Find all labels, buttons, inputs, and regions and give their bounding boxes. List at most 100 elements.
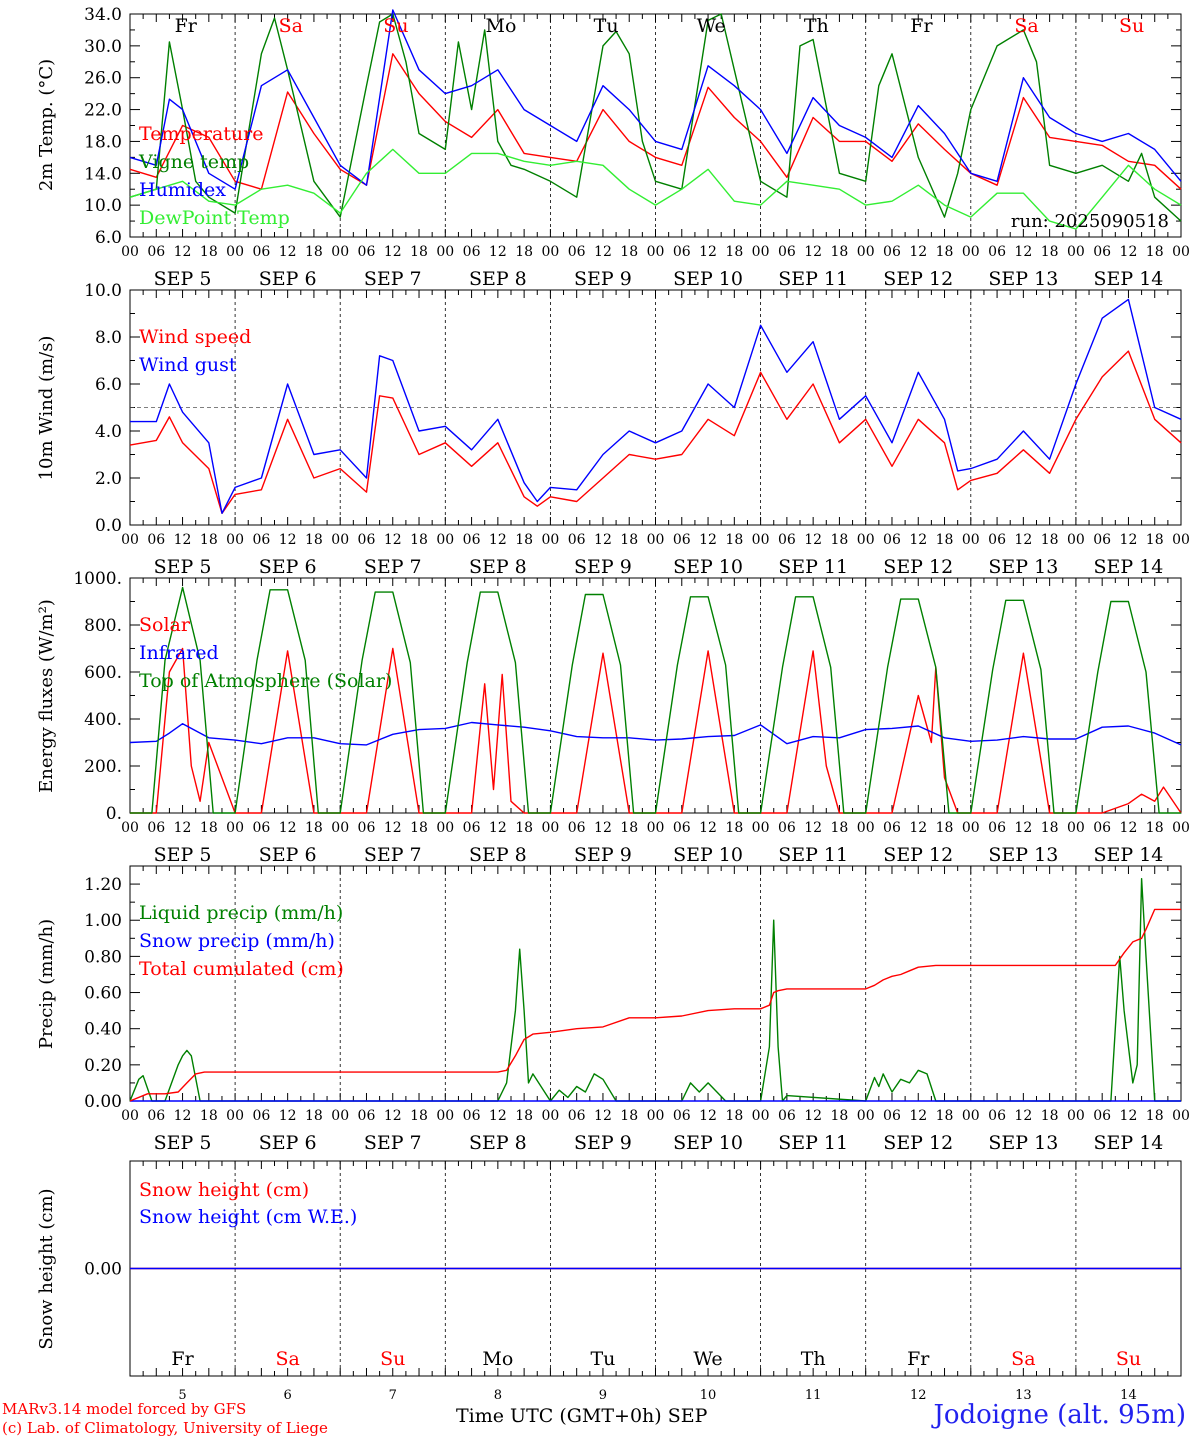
date-label: SEP 5 — [154, 1132, 212, 1154]
hour-label: 00 — [752, 1108, 770, 1124]
date-label: SEP 14 — [1094, 556, 1164, 578]
hour-label: 00 — [1172, 532, 1190, 548]
y-tick-label: 1.20 — [84, 875, 122, 895]
y-tick-label: 1.00 — [84, 911, 122, 931]
hour-label: 00 — [541, 820, 559, 836]
date-label: SEP 14 — [1094, 844, 1164, 866]
hour-label: 18 — [620, 820, 638, 836]
hour-label: 12 — [174, 1108, 192, 1124]
hour-label: 06 — [883, 820, 901, 836]
date-label: SEP 8 — [469, 1132, 527, 1154]
hour-label: 12 — [1014, 1108, 1032, 1124]
y-axis-label: Energy fluxes (W/m²) — [36, 599, 57, 793]
hour-label: 12 — [1014, 244, 1032, 260]
hour-label: 18 — [1041, 820, 1059, 836]
hour-label: 12 — [699, 244, 717, 260]
y-tick-label: 18.0 — [84, 132, 122, 152]
date-label: SEP 6 — [259, 556, 317, 578]
day-name: Fr — [907, 1348, 930, 1370]
date-label: SEP 6 — [259, 268, 317, 290]
hour-label: 18 — [936, 244, 954, 260]
date-label: SEP 7 — [364, 268, 422, 290]
day-name: Sa — [279, 15, 303, 37]
hour-label: 18 — [831, 532, 849, 548]
hour-label: 06 — [463, 820, 481, 836]
hour-label: 12 — [384, 244, 402, 260]
date-label: SEP 5 — [154, 556, 212, 578]
hour-label: 00 — [752, 532, 770, 548]
y-tick-label: 6.0 — [95, 375, 122, 395]
date-label: SEP 10 — [673, 1132, 743, 1154]
hour-label: 12 — [279, 1108, 297, 1124]
hour-label: 06 — [673, 820, 691, 836]
date-label: SEP 10 — [673, 844, 743, 866]
hour-label: 00 — [541, 532, 559, 548]
x-axis-month: SEP — [667, 1405, 708, 1427]
hour-label: 18 — [1146, 820, 1164, 836]
model-credit: MARv3.14 model forced by GFS — [2, 1400, 247, 1418]
y-tick-label: 4.0 — [95, 422, 122, 442]
hour-label: 06 — [988, 244, 1006, 260]
hour-label: 12 — [384, 532, 402, 548]
date-label: SEP 9 — [574, 268, 632, 290]
hour-label: 06 — [252, 1108, 270, 1124]
lab-credit: (c) Lab. of Climatology, University of L… — [2, 1419, 328, 1437]
hour-label: 00 — [436, 244, 454, 260]
date-label: SEP 14 — [1094, 1132, 1164, 1154]
hour-label: 06 — [568, 244, 586, 260]
hour-label: 18 — [200, 820, 218, 836]
hour-label: 06 — [252, 532, 270, 548]
run-label: run: 2025090518 — [1011, 211, 1169, 232]
date-label: SEP 11 — [778, 556, 848, 578]
hour-label: 12 — [1120, 820, 1138, 836]
hour-label: 18 — [1041, 244, 1059, 260]
day-name: Su — [1116, 1348, 1141, 1370]
legend-entry: Total cumulated (cm) — [139, 958, 344, 980]
hour-label: 18 — [1146, 532, 1164, 548]
hour-label: 06 — [988, 820, 1006, 836]
hour-label: 00 — [1067, 532, 1085, 548]
hour-label: 12 — [1120, 1108, 1138, 1124]
series-line — [129, 53, 1182, 190]
hour-label: 06 — [778, 532, 796, 548]
hour-label: 00 — [752, 244, 770, 260]
day-name: Th — [801, 1348, 826, 1370]
day-name: Mo — [486, 15, 517, 37]
hour-label: 06 — [568, 1108, 586, 1124]
date-label: SEP 9 — [574, 556, 632, 578]
legend-entry: Humidex — [139, 179, 226, 201]
date-number: 10 — [700, 1388, 717, 1403]
date-label: SEP 5 — [154, 844, 212, 866]
hour-label: 00 — [541, 244, 559, 260]
station-label: Jodoigne (alt. 95m) — [933, 1400, 1186, 1430]
y-tick-label: 200. — [84, 757, 122, 777]
legend-entry: Temperature — [139, 123, 263, 145]
date-label: SEP 7 — [364, 1132, 422, 1154]
day-name: Mo — [482, 1348, 513, 1370]
hour-label: 18 — [410, 244, 428, 260]
day-name: Sa — [1011, 1348, 1035, 1370]
y-tick-label: 6.0 — [95, 228, 122, 248]
y-axis-label: Precip (mm/h) — [36, 919, 57, 1049]
day-name: Su — [1119, 15, 1144, 37]
day-name: Sa — [1014, 15, 1038, 37]
hour-label: 06 — [252, 820, 270, 836]
legend-entry: DewPoint Temp — [139, 207, 290, 229]
legend-entry: Top of Atmosphere (Solar) — [139, 670, 392, 692]
hour-label: 12 — [279, 532, 297, 548]
series-line — [130, 586, 1181, 814]
hour-label: 06 — [463, 1108, 481, 1124]
date-number: 8 — [494, 1388, 502, 1403]
y-tick-label: 0.00 — [84, 1260, 122, 1280]
hour-label: 12 — [1120, 532, 1138, 548]
hour-label: 18 — [831, 244, 849, 260]
series-line — [129, 148, 1182, 230]
date-label: SEP 10 — [673, 268, 743, 290]
legend-entry: Liquid precip (mm/h) — [139, 902, 343, 924]
hour-label: 12 — [804, 532, 822, 548]
hour-label: 18 — [936, 532, 954, 548]
date-label: SEP 9 — [574, 844, 632, 866]
hour-label: 06 — [988, 532, 1006, 548]
hour-label: 00 — [1172, 244, 1190, 260]
series-line — [129, 13, 1182, 222]
